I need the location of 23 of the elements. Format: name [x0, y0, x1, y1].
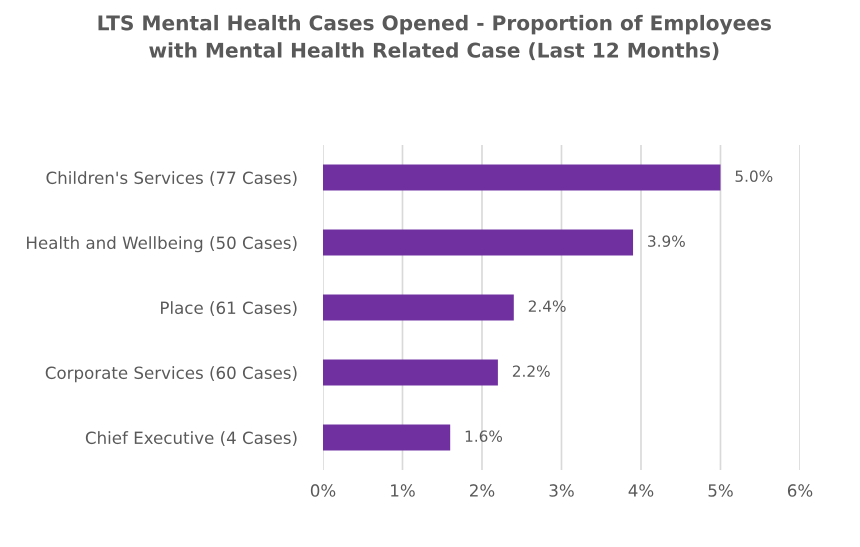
- x-tick-label: 5%: [708, 484, 733, 497]
- bar: [323, 294, 514, 320]
- x-tick-label: 0%: [310, 484, 336, 497]
- data-label: 1.6%: [466, 430, 502, 442]
- data-label: 3.9%: [648, 235, 685, 247]
- data-label: 2.4%: [528, 300, 566, 312]
- y-tick-label: Health and Wellbeing (50 Cases): [27, 236, 297, 252]
- data-label: 2.2%: [512, 365, 550, 377]
- y-tick-label: Children's Services (77 Cases): [46, 171, 297, 186]
- y-tick-label: Corporate Services (60 Cases): [46, 366, 297, 382]
- x-tick-label: 6%: [788, 484, 812, 497]
- x-tick-label: 2%: [470, 484, 494, 497]
- bar: [323, 360, 498, 386]
- bar: [323, 164, 720, 190]
- data-label: 5.0%: [736, 170, 772, 182]
- y-tick-label: Chief Executive (4 Cases): [86, 431, 297, 446]
- y-tick-label: Place (61 Cases): [161, 301, 297, 316]
- x-tick-label: 3%: [550, 484, 574, 497]
- bar: [323, 230, 634, 256]
- chart-title: LTS Mental Health Cases Opened - Proportion of Employees with Mental Health Related Case (Last 12 Months): [98, 14, 771, 60]
- x-tick-label: 4%: [628, 484, 654, 497]
- bar: [323, 424, 450, 450]
- x-tick-label: 1%: [391, 484, 415, 497]
